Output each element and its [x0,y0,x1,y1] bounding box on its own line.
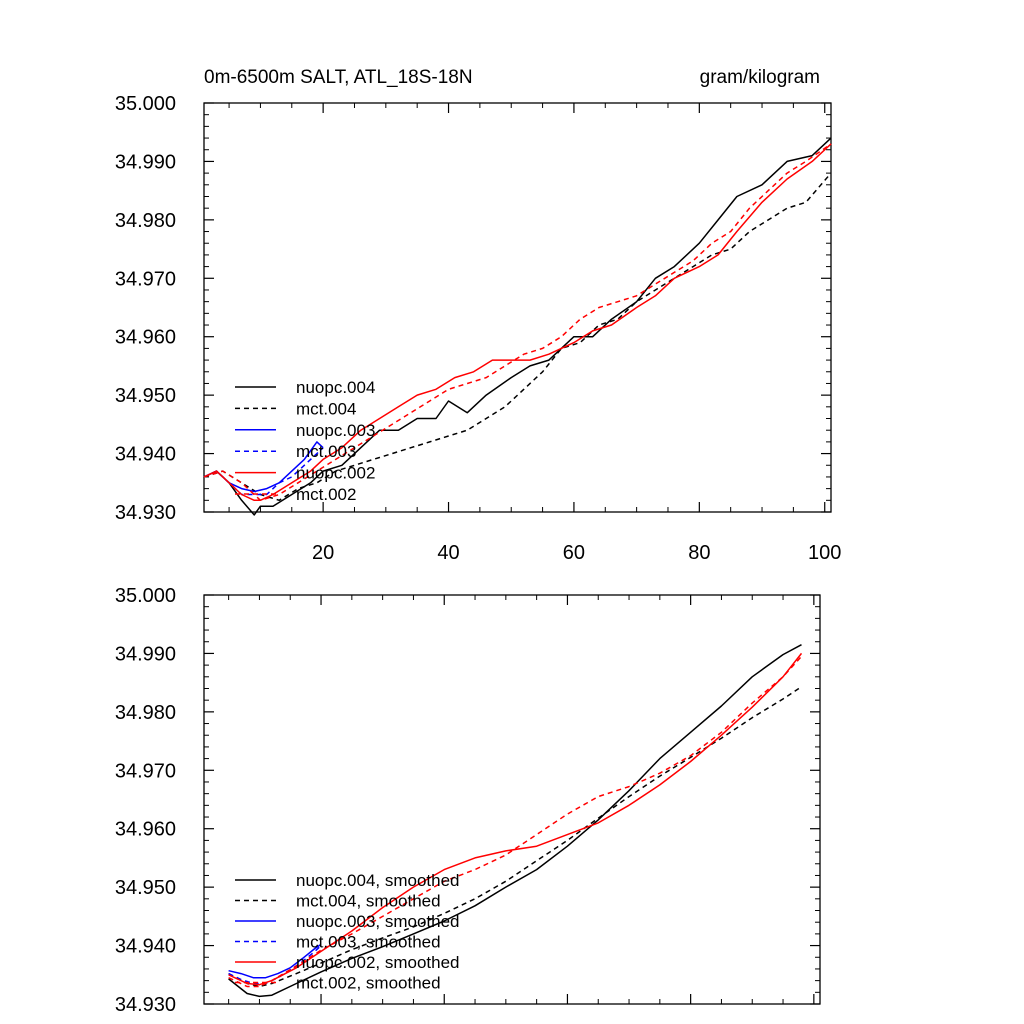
bottom-panel: 35.000 34.990 34.980 34.970 34.960 34.950 34.9… [115,585,821,1016]
y-tick-label: 34.970 [115,268,176,290]
x-tick-label: 40 [437,542,459,564]
y-tick-label: 34.960 [115,327,176,349]
plot-frame [203,594,821,1005]
y-tick-label: 34.970 [115,760,176,782]
y-tick-label: 35.000 [115,93,176,115]
y-tick-label: 34.980 [115,210,176,232]
y-tick-label: 34.930 [115,994,176,1016]
legend-label: nuopc.002 [296,464,375,483]
legend-label: mct.002 [296,485,356,504]
x-tick-label: 100 [808,542,841,564]
series-line-mct-002-smoothed [228,655,803,988]
y-tick-label: 34.930 [115,502,176,524]
legend-label: mct.004, smoothed [296,892,441,911]
y-tick-label: 34.980 [115,702,176,724]
y-tick-label: 35.000 [115,585,176,607]
chart-title: 0m-6500m SALT, ATL_18S-18N [204,67,473,88]
series-line-nuopc-002-smoothed [228,652,803,986]
series-line-nuopc-003-smoothed [228,943,322,979]
y-tick-label: 34.940 [115,444,176,466]
series-line-mct-004 [203,172,832,502]
legend-label: mct.004 [296,399,356,418]
legend-label: nuopc.004 [296,378,375,397]
legend-label: mct.003, smoothed [296,933,441,952]
series-line-nuopc-004 [203,137,832,516]
series-line-nuopc-002 [203,143,832,502]
y-tick-label: 34.960 [115,819,176,841]
top-panel: 35.000 34.990 34.980 34.970 34.960 34.950 34.9… [115,93,842,564]
y-tick-label: 34.950 [115,877,176,899]
series-line-nuopc-004-smoothed [228,644,802,998]
x-tick-label: 60 [563,542,585,564]
legend-label: nuopc.003, smoothed [296,912,460,931]
y-tick-label: 34.990 [115,643,176,665]
series-line-mct-002 [203,143,832,502]
x-tick-label: 80 [688,542,710,564]
x-tick-label: 20 [312,542,334,564]
y-tick-label: 34.950 [115,385,176,407]
plot-frame [203,102,832,513]
series-line-mct-003-smoothed [228,945,322,985]
legend-label: mct.003 [296,442,356,461]
legend-label: nuopc.003 [296,421,375,440]
legend-label: mct.002, smoothed [296,974,441,993]
y-tick-label: 34.990 [115,151,176,173]
legend-label: nuopc.004, smoothed [296,871,460,890]
chart-units: gram/kilogram [700,67,820,88]
y-tick-label: 34.940 [115,936,176,958]
legend-label: nuopc.002, smoothed [296,953,460,972]
